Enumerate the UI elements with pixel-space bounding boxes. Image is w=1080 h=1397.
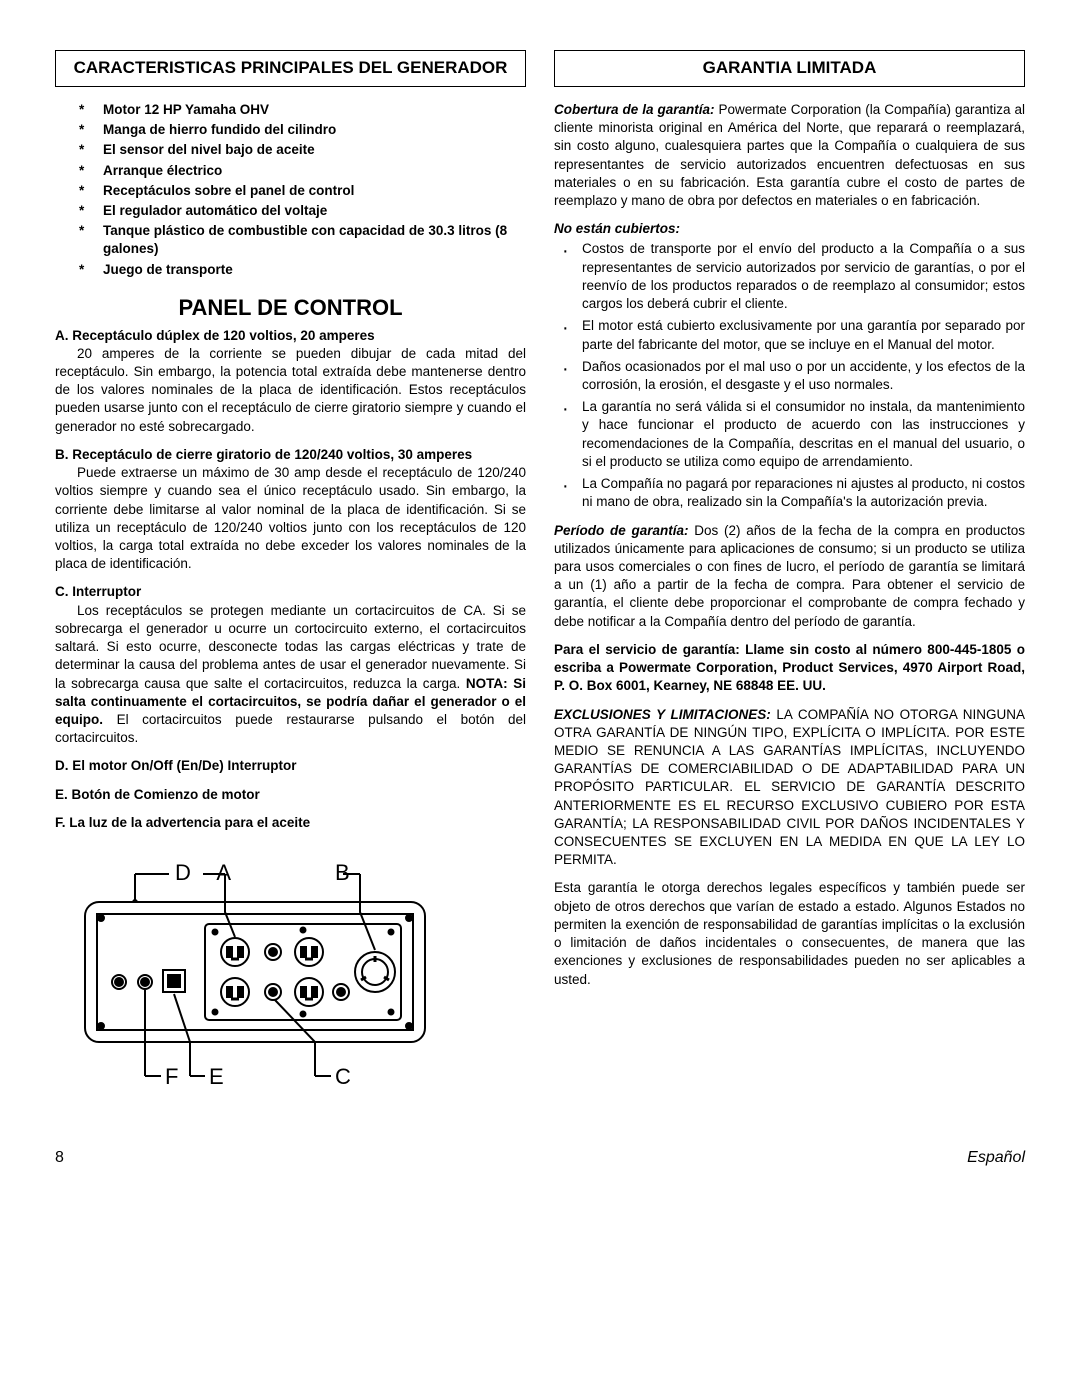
not-covered-item: Costos de transporte por el envío del pr… bbox=[554, 240, 1025, 313]
section-b-body: Puede extraerse un máximo de 30 amp desd… bbox=[55, 465, 526, 571]
exclusions-body: LA COMPAÑÍA NO OTORGA NINGUNA OTRA GARAN… bbox=[554, 707, 1025, 868]
section-a-body: 20 amperes de la corriente se pueden dib… bbox=[55, 346, 526, 434]
diagram-label-c: C bbox=[335, 1064, 351, 1089]
period-label: Período de garantía: bbox=[554, 523, 689, 538]
not-covered-list: Costos de transporte por el envío del pr… bbox=[554, 240, 1025, 511]
feature-list: Motor 12 HP Yamaha OHV Manga de hierro f… bbox=[55, 101, 526, 279]
feature-item: Arranque électrico bbox=[79, 162, 526, 180]
coverage-label: Cobertura de la garantía: bbox=[554, 102, 714, 117]
exclusions: EXCLUSIONES Y LIMITACIONES: LA COMPAÑÍA … bbox=[554, 706, 1025, 870]
page-footer: 8 Español bbox=[55, 1147, 1025, 1169]
panel-title: PANEL DE CONTROL bbox=[55, 293, 526, 323]
not-covered-item: El motor está cubierto exclusivamente po… bbox=[554, 317, 1025, 353]
page-number: 8 bbox=[55, 1147, 64, 1169]
diagram-label-f: F bbox=[165, 1064, 178, 1089]
feature-item: El sensor del nivel bajo de aceite bbox=[79, 141, 526, 159]
section-c-note-rest: El cortacircuitos puede restaurarse puls… bbox=[55, 712, 526, 745]
section-c: C. Interruptor Los receptáculos se prote… bbox=[55, 583, 526, 747]
not-covered-item: Daños ocasionados por el mal uso o por u… bbox=[554, 358, 1025, 394]
period-body: Dos (2) años de la fecha de la compra en… bbox=[554, 523, 1025, 629]
period: Período de garantía: Dos (2) años de la … bbox=[554, 522, 1025, 631]
diagram-label-d: D bbox=[175, 860, 191, 885]
section-c-head: C. Interruptor bbox=[55, 584, 141, 599]
right-column: GARANTIA LIMITADA Cobertura de la garant… bbox=[554, 50, 1025, 1117]
exclusions-label: EXCLUSIONES Y LIMITACIONES: bbox=[554, 707, 771, 722]
section-b: B. Receptáculo de cierre giratorio de 12… bbox=[55, 446, 526, 574]
warranty-title: GARANTIA LIMITADA bbox=[554, 50, 1025, 87]
feature-item: Motor 12 HP Yamaha OHV bbox=[79, 101, 526, 119]
diagram-label-b: B bbox=[335, 860, 350, 885]
control-panel-diagram: D A B F E C bbox=[75, 852, 435, 1112]
language-label: Español bbox=[967, 1147, 1025, 1169]
service-info: Para el servicio de garantía: Llame sin … bbox=[554, 641, 1025, 696]
diagram-label-e: E bbox=[209, 1064, 224, 1089]
not-covered-label: No están cubiertos: bbox=[554, 220, 1025, 238]
coverage-body: Powermate Corporation (la Compañía) gara… bbox=[554, 102, 1025, 208]
diagram-label-a: A bbox=[216, 860, 231, 885]
section-f: F. La luz de la advertencia para el acei… bbox=[55, 814, 526, 832]
section-a: A. Receptáculo dúplex de 120 voltios, 20… bbox=[55, 327, 526, 436]
coverage: Cobertura de la garantía: Powermate Corp… bbox=[554, 101, 1025, 210]
not-covered-item: La Compañía no pagará por reparaciones n… bbox=[554, 475, 1025, 511]
left-column: CARACTERISTICAS PRINCIPALES DEL GENERADO… bbox=[55, 50, 526, 1117]
feature-item: Tanque plástico de combustible con capac… bbox=[79, 222, 526, 258]
features-title: CARACTERISTICAS PRINCIPALES DEL GENERADO… bbox=[55, 50, 526, 87]
feature-item: Manga de hierro fundido del cilindro bbox=[79, 121, 526, 139]
feature-item: El regulador automático del voltaje bbox=[79, 202, 526, 220]
section-e: E. Botón de Comienzo de motor bbox=[55, 786, 526, 804]
feature-item: Receptáculos sobre el panel de control bbox=[79, 182, 526, 200]
section-c-body: Los receptáculos se protegen mediante un… bbox=[55, 603, 526, 691]
section-d: D. El motor On/Off (En/De) Interruptor bbox=[55, 757, 526, 775]
feature-item: Juego de transporte bbox=[79, 261, 526, 279]
not-covered-item: La garantía no será válida si el consumi… bbox=[554, 398, 1025, 471]
state-rights: Esta garantía le otorga derechos legales… bbox=[554, 879, 1025, 988]
section-a-head: A. Receptáculo dúplex de 120 voltios, 20… bbox=[55, 328, 375, 343]
section-b-head: B. Receptáculo de cierre giratorio de 12… bbox=[55, 447, 472, 462]
